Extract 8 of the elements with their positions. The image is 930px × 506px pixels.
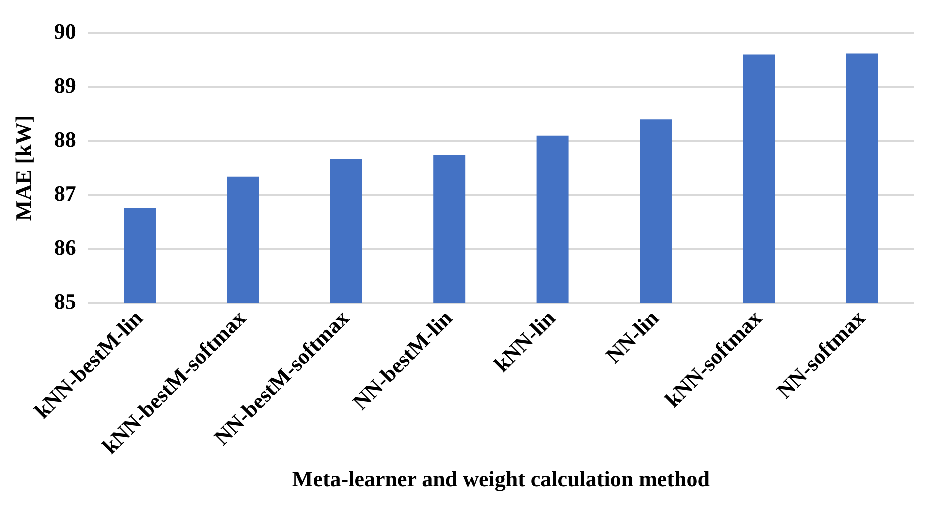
- y-tick-label: 85: [54, 288, 76, 314]
- x-axis-title: Meta-learner and weight calculation method: [292, 466, 710, 492]
- y-tick-label: 88: [54, 126, 76, 152]
- y-axis-title: MAE [kW]: [10, 115, 36, 222]
- y-tick-label: 87: [54, 180, 76, 206]
- y-tick-label: 90: [54, 18, 76, 44]
- y-tick-label: 89: [54, 72, 76, 98]
- y-tick-label: 86: [54, 234, 76, 260]
